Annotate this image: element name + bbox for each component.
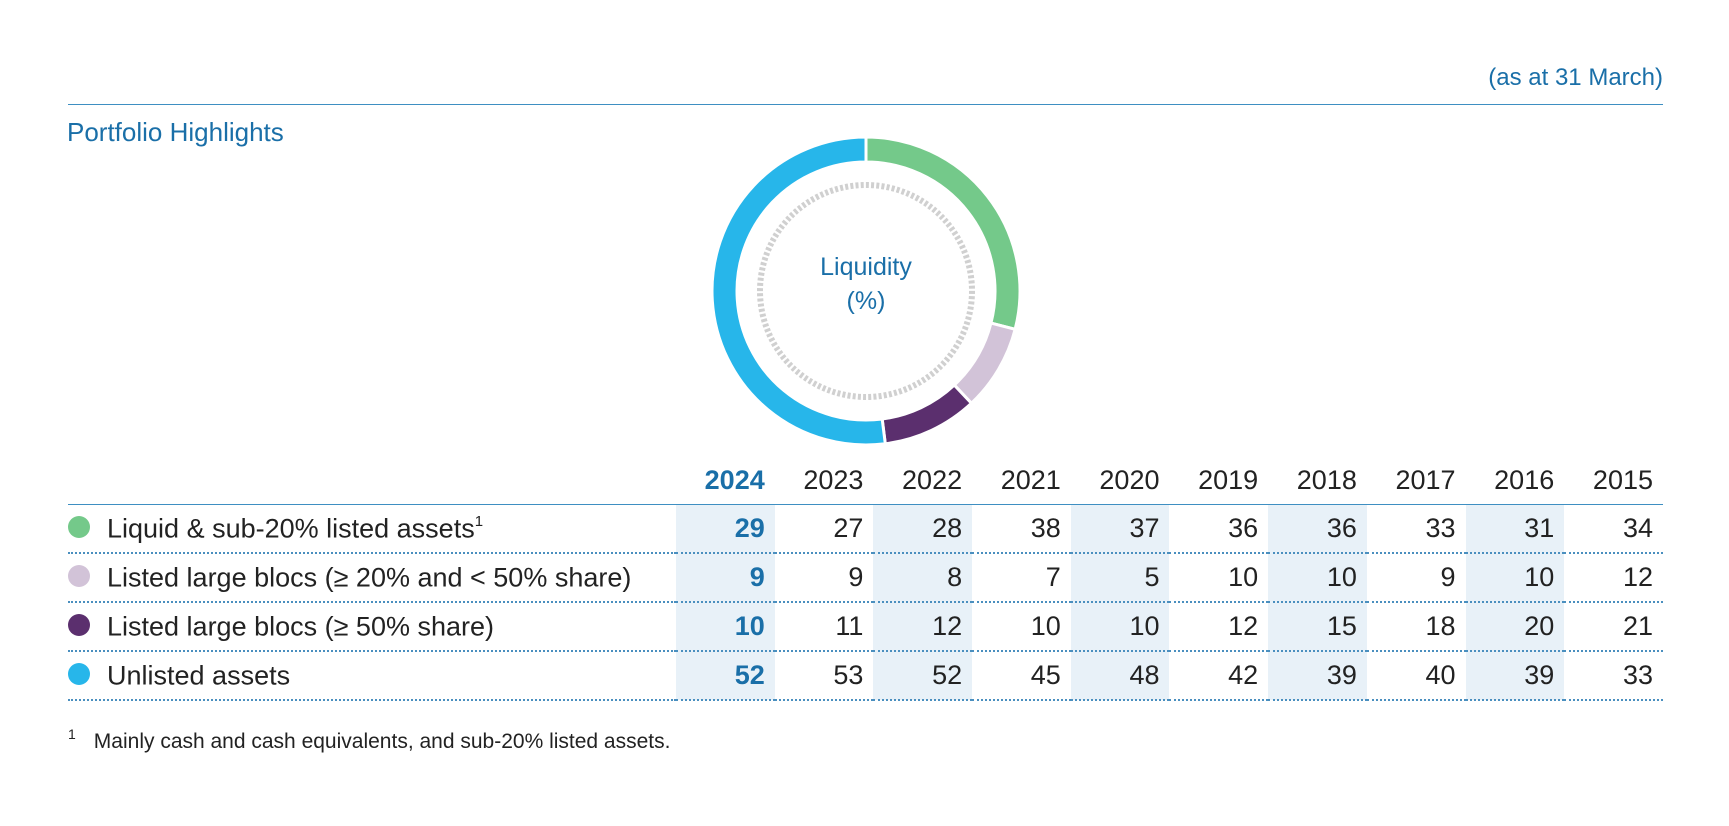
table-row: Listed large blocs (≥ 50% share) 10 11 12 10… [68, 602, 1663, 652]
donut-svg [711, 136, 1021, 446]
legend-dot [68, 614, 90, 637]
value-cell: 21 [1564, 602, 1663, 652]
legend-dot [68, 516, 90, 539]
value-cell: 11 [774, 602, 874, 652]
value-cell: 28 [873, 504, 973, 554]
year-header: 2024 [676, 456, 775, 505]
value-cell: 12 [1169, 602, 1269, 652]
footnote-ref: 1 [474, 513, 484, 531]
value-cell: 12 [1564, 553, 1663, 603]
value-cell: 5 [1070, 553, 1170, 603]
year-header: 2018 [1268, 456, 1367, 505]
row-label: Liquid & sub-20% listed assets1 [68, 504, 677, 554]
donut-center-label: Liquidity (%) [711, 250, 1021, 318]
value-cell: 52 [676, 651, 775, 701]
footnote-text: Mainly cash and cash equivalents, and su… [93, 730, 671, 753]
table-row: Liquid & sub-20% listed assets1 29 27 28 38 3… [68, 504, 1663, 554]
value-cell: 53 [774, 651, 874, 701]
value-cell: 10 [1070, 602, 1170, 652]
value-cell: 37 [1070, 504, 1170, 554]
value-cell: 38 [972, 504, 1071, 554]
value-cell: 10 [676, 602, 775, 652]
table-body: Liquid & sub-20% listed assets1 29 27 28 38 3… [68, 504, 1663, 701]
year-header: 2022 [873, 456, 973, 505]
value-cell: 33 [1564, 651, 1663, 701]
value-cell: 10 [1169, 553, 1269, 603]
legend-dot [68, 565, 90, 588]
value-cell: 12 [873, 602, 973, 652]
value-cell: 27 [774, 504, 874, 554]
row-label: Listed large blocs (≥ 20% and < 50% shar… [68, 553, 677, 603]
value-cell: 52 [873, 651, 973, 701]
year-header: 2021 [972, 456, 1071, 505]
year-header-row: 2024 2023 2022 2021 2020 2019 2018 2017 2016 2015 [68, 456, 1663, 505]
row-label-text: Liquid & sub-20% listed assets [107, 513, 475, 544]
value-cell: 10 [972, 602, 1071, 652]
value-cell: 45 [972, 651, 1071, 701]
row-label: Listed large blocs (≥ 50% share) [68, 602, 677, 652]
row-label-text: Unlisted assets [107, 660, 291, 691]
legend-dot [68, 663, 90, 686]
year-header: 2023 [774, 456, 874, 505]
year-header: 2016 [1465, 456, 1565, 505]
value-cell: 9 [774, 553, 874, 603]
year-header-spacer [68, 456, 677, 505]
donut-center-unit: (%) [846, 287, 886, 315]
year-header: 2015 [1564, 456, 1663, 505]
value-cell: 36 [1268, 504, 1367, 554]
value-cell: 20 [1465, 602, 1565, 652]
value-cell: 34 [1564, 504, 1663, 554]
value-cell: 31 [1465, 504, 1565, 554]
footnote-marker: 1 [68, 726, 76, 742]
value-cell: 9 [676, 553, 775, 603]
value-cell: 7 [972, 553, 1071, 603]
value-cell: 40 [1366, 651, 1466, 701]
value-cell: 39 [1268, 651, 1367, 701]
liquidity-donut-chart: Liquidity (%) [711, 136, 1021, 446]
as-at-note: (as at 31 March) [1488, 64, 1663, 91]
value-cell: 42 [1169, 651, 1269, 701]
year-header: 2017 [1366, 456, 1466, 505]
year-header: 2019 [1169, 456, 1269, 505]
donut-slice [711, 136, 887, 446]
header-divider [68, 104, 1663, 105]
table-row: Unlisted assets 52 53 52 45 48 42 39 40 39 33 [68, 651, 1663, 701]
footnote: 1 Mainly cash and cash equivalents, and s… [68, 726, 671, 754]
value-cell: 8 [873, 553, 973, 603]
donut-slice [952, 321, 1017, 406]
value-cell: 29 [676, 504, 775, 554]
section-title: Portfolio Highlights [67, 117, 284, 147]
value-cell: 33 [1366, 504, 1466, 554]
row-label: Unlisted assets [68, 651, 677, 701]
value-cell: 9 [1366, 553, 1466, 603]
value-cell: 48 [1070, 651, 1170, 701]
donut-center-title: Liquidity [820, 253, 912, 281]
value-cell: 15 [1268, 602, 1367, 652]
value-cell: 10 [1268, 553, 1367, 603]
year-header: 2020 [1070, 456, 1170, 505]
value-cell: 39 [1465, 651, 1565, 701]
donut-inner-dotted-ring [757, 182, 975, 400]
value-cell: 10 [1465, 553, 1565, 603]
value-cell: 18 [1366, 602, 1466, 652]
table-row: Listed large blocs (≥ 20% and < 50% shar… [68, 553, 1663, 603]
row-label-text: Listed large blocs (≥ 50% share) [107, 611, 495, 642]
row-label-text: Listed large blocs (≥ 20% and < 50% shar… [107, 562, 632, 593]
value-cell: 36 [1169, 504, 1269, 554]
liquidity-table: 2024 2023 2022 2021 2020 2019 2018 2017 2016 2015… [68, 456, 1663, 701]
